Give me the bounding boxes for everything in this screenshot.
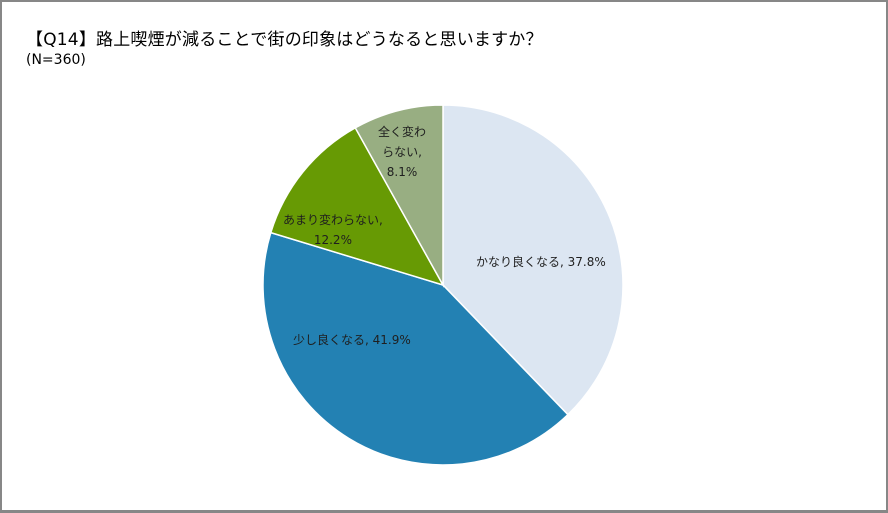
label-text: 全く変わ xyxy=(378,125,427,139)
label-text: らない, xyxy=(382,145,422,159)
label-text: 8.1% xyxy=(386,165,418,179)
slice-label-amari-kawaranai: あまり変わらない, 12.2% xyxy=(283,210,383,250)
slice-amari-kawaranai xyxy=(269,126,445,287)
slice-kanari-yoku-naru xyxy=(442,104,624,416)
slice-label-mattaku-kawaranai: 全く変わ らない, 8.1% xyxy=(378,122,426,182)
label-text: あまり変わらない, xyxy=(283,213,383,227)
chart-title: 【Q14】路上喫煙が減ることで街の印象はどうなると思いますか？ xyxy=(26,30,543,50)
chart-subtitle: (N=360) xyxy=(26,52,86,68)
slice-mattaku-kawaranai xyxy=(354,104,444,288)
slice-label-sukoshi-yoku-naru: 少し良くなる, 41.9% xyxy=(293,330,411,350)
slice-label-kanari-yoku-naru: かなり良くなる, 37.8% xyxy=(476,252,606,272)
label-text: 少し良くなる, 41.9% xyxy=(293,333,411,347)
label-text: かなり良くなる, 37.8% xyxy=(476,255,606,269)
slice-sukoshi-yoku-naru xyxy=(262,231,569,466)
label-text: 12.2% xyxy=(313,233,352,247)
